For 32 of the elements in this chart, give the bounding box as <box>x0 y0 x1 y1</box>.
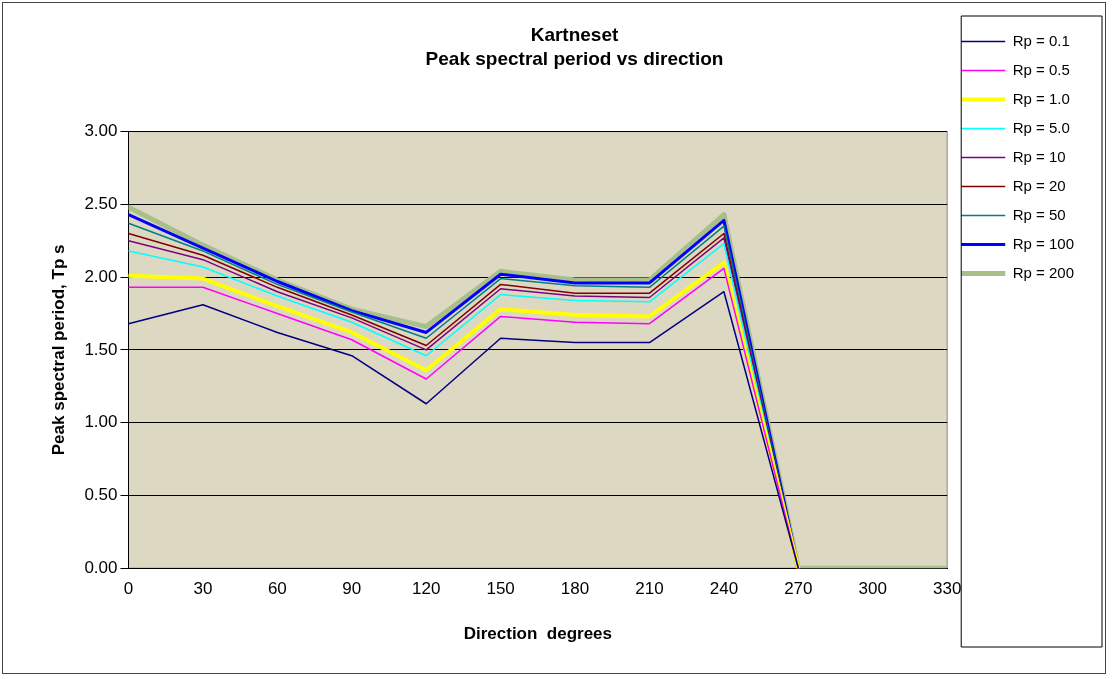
x-tick-label: 330 <box>933 579 962 599</box>
x-tick-label: 120 <box>412 579 441 599</box>
x-tick-label: 180 <box>560 579 590 599</box>
legend-label: Rp = 5.0 <box>1012 118 1070 136</box>
y-tick-label: 1.00 <box>84 412 118 432</box>
x-tick-label: 150 <box>486 579 515 599</box>
legend-label: Rp = 0.1 <box>1012 31 1070 49</box>
legend-label: Rp = 1.0 <box>1012 89 1070 107</box>
legend-label: Rp = 10 <box>1012 147 1066 165</box>
y-tick-label: 3.00 <box>84 121 118 141</box>
legend-label: Rp = 20 <box>1012 176 1066 194</box>
x-tick-label: 60 <box>267 579 287 599</box>
y-tick-label: 2.00 <box>84 266 118 286</box>
legend-label: Rp = 50 <box>1012 205 1066 223</box>
legend-label: Rp = 100 <box>1012 234 1074 252</box>
y-tick-label: 2.50 <box>84 194 118 214</box>
x-tick-label: 300 <box>858 579 887 599</box>
x-axis-title: Direction degrees <box>463 624 613 644</box>
x-tick-label: 90 <box>342 579 362 599</box>
chart-subtitle: Peak spectral period vs direction <box>425 48 724 70</box>
chart-title: Kartneset <box>530 23 619 45</box>
y-tick-label: 0.50 <box>84 485 118 505</box>
y-tick-label: 1.50 <box>84 339 118 359</box>
legend-label: Rp = 0.5 <box>1012 60 1070 78</box>
x-tick-label: 30 <box>193 579 213 599</box>
x-tick-label: 270 <box>784 579 813 599</box>
y-axis-title: Peak spectral period, Tp s <box>48 244 68 456</box>
y-tick-label: 0.00 <box>84 557 118 577</box>
legend-label: Rp = 200 <box>1012 263 1074 281</box>
x-tick-label: 0 <box>123 579 134 599</box>
x-tick-label: 210 <box>635 579 664 599</box>
x-tick-label: 240 <box>709 579 739 599</box>
